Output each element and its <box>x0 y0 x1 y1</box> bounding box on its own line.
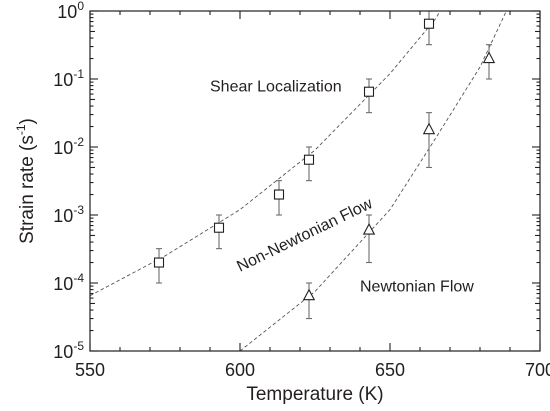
annotation-nonnewt: Non-Newtonian Flow <box>234 195 375 276</box>
y-tick-label: 10-5 <box>53 339 84 362</box>
y-axis-title-exponent: -1 <box>14 124 28 135</box>
y-tick-base: 10 <box>53 70 73 90</box>
data-point-square <box>423 18 435 29</box>
y-axis-title: Strain rate (s-1) <box>14 118 38 244</box>
fit-curve-triangle <box>239 11 507 351</box>
data-point-triangle <box>302 288 316 301</box>
data-point-square <box>273 189 285 200</box>
data-point-square <box>303 154 315 165</box>
x-tick-label: 650 <box>375 360 405 380</box>
y-tick-base: 10 <box>53 138 73 158</box>
data-point-triangle <box>482 51 496 64</box>
x-tick-label: 550 <box>75 360 105 380</box>
y-tick-base: 10 <box>53 342 73 362</box>
y-tick-exponent: -5 <box>73 339 84 353</box>
y-tick-exponent: -2 <box>73 135 84 149</box>
y-tick-exponent: -1 <box>73 67 84 81</box>
y-tick-exponent: -4 <box>73 271 84 285</box>
x-tick-label: 700 <box>525 360 550 380</box>
y-tick-exponent: 0 <box>77 0 84 13</box>
annotation-newt: Newtonian Flow <box>360 278 474 295</box>
x-tick-label: 600 <box>225 360 255 380</box>
plot-frame <box>89 10 541 352</box>
y-tick-label: 10-1 <box>53 67 84 90</box>
fit-curve-square <box>90 11 441 297</box>
data-point-square <box>153 257 165 268</box>
annotation-shear: Shear Localization <box>210 79 342 96</box>
y-tick-label: 100 <box>57 0 84 22</box>
y-tick-label: 10-4 <box>53 271 84 294</box>
data-point-triangle <box>422 122 436 135</box>
y-tick-base: 10 <box>53 206 73 226</box>
y-tick-exponent: -3 <box>73 203 84 217</box>
data-point-triangle <box>362 222 376 235</box>
x-axis-title: Temperature (K) <box>246 384 383 405</box>
y-tick-base: 10 <box>57 2 77 22</box>
y-tick-base: 10 <box>53 274 73 294</box>
data-point-square <box>213 222 225 233</box>
y-tick-label: 10-2 <box>53 135 84 158</box>
y-axis-title-close: ) <box>17 118 38 124</box>
data-point-square <box>363 86 375 97</box>
y-tick-label: 10-3 <box>53 203 84 226</box>
y-axis-title-main: Strain rate (s <box>17 135 38 244</box>
